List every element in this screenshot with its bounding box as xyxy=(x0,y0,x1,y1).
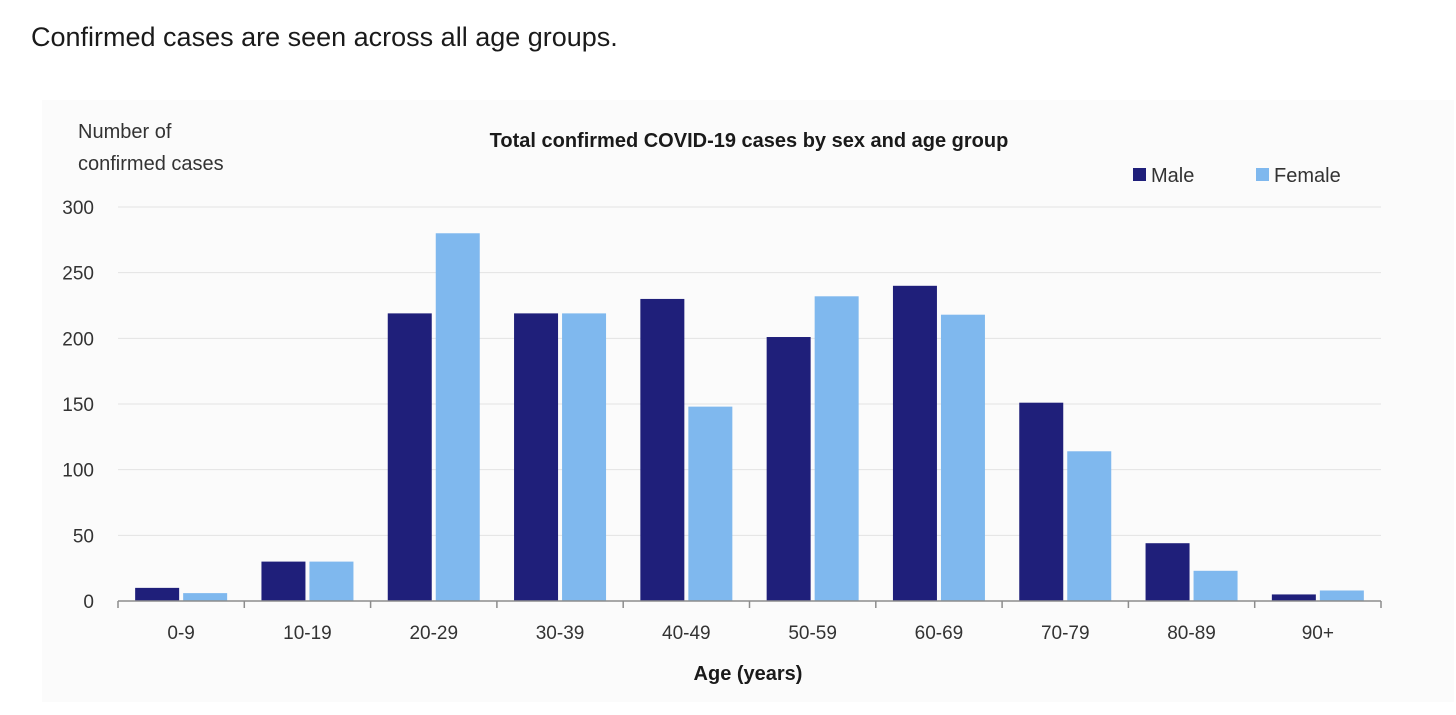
bar-chart: Total confirmed COVID-19 cases by sex an… xyxy=(62,121,1382,685)
bar-female-60-69 xyxy=(940,314,985,601)
bar-male-50-59 xyxy=(766,337,811,601)
bar-male-80-89 xyxy=(1145,543,1190,601)
bar-male-60-69 xyxy=(892,285,937,601)
x-tick-label: 90+ xyxy=(1302,623,1334,644)
y-tick-label: 300 xyxy=(62,198,94,219)
x-tick-label: 70-79 xyxy=(1041,623,1090,644)
bar-female-80-89 xyxy=(1193,570,1238,601)
x-tick-label: 20-29 xyxy=(409,623,458,644)
y-tick-label: 200 xyxy=(62,329,94,350)
y-tick-label: 50 xyxy=(73,526,94,547)
legend: Male Female xyxy=(1133,165,1341,187)
y-axis-label-line-2: confirmed cases xyxy=(78,153,224,175)
bar-male-70-79 xyxy=(1019,402,1064,601)
x-tick-label: 50-59 xyxy=(788,623,837,644)
x-tick-label: 80-89 xyxy=(1167,623,1216,644)
x-tick-label: 60-69 xyxy=(915,623,964,644)
legend-swatch-female xyxy=(1256,168,1269,181)
intro-text: Confirmed cases are seen across all age … xyxy=(31,22,618,52)
legend-label-male: Male xyxy=(1151,165,1194,187)
x-tick-label: 10-19 xyxy=(283,623,332,644)
bar-male-0-9 xyxy=(135,587,180,601)
x-axis-label: Age (years) xyxy=(694,663,803,685)
legend-label-female: Female xyxy=(1274,165,1341,187)
bar-female-50-59 xyxy=(814,296,859,601)
chart-figure: Total confirmed COVID-19 cases by sex an… xyxy=(42,100,1454,702)
bar-female-0-9 xyxy=(183,593,228,601)
x-tick-label: 0-9 xyxy=(167,623,194,644)
bars xyxy=(135,233,1364,601)
x-tick-label: 30-39 xyxy=(536,623,585,644)
chart-title: Total confirmed COVID-19 cases by sex an… xyxy=(490,130,1009,152)
bar-male-10-19 xyxy=(261,561,306,601)
y-tick-label: 250 xyxy=(62,264,94,285)
y-tick-label: 100 xyxy=(62,461,94,482)
y-axis-label-line-1: Number of xyxy=(78,121,172,143)
y-tick-label: 0 xyxy=(83,592,94,613)
bar-male-40-49 xyxy=(640,298,685,601)
y-tick-label: 150 xyxy=(62,395,94,416)
bar-female-30-39 xyxy=(562,313,607,601)
legend-swatch-male xyxy=(1133,168,1146,181)
bar-male-30-39 xyxy=(514,313,559,601)
bar-female-70-79 xyxy=(1067,451,1112,601)
bar-male-90+ xyxy=(1271,594,1316,601)
bar-female-10-19 xyxy=(309,561,354,601)
bar-female-20-29 xyxy=(435,233,480,601)
y-tick-labels: 0 50 100 150 200 250 300 xyxy=(62,198,94,613)
x-axis: 0-9 10-19 20-29 30-39 40-49 50-59 60-69 70-79 80… xyxy=(117,600,1382,644)
bar-female-90+ xyxy=(1319,590,1364,601)
x-tick-label: 40-49 xyxy=(662,623,711,644)
bar-female-40-49 xyxy=(688,406,733,601)
bar-male-20-29 xyxy=(387,313,432,601)
gridlines xyxy=(118,206,1381,536)
